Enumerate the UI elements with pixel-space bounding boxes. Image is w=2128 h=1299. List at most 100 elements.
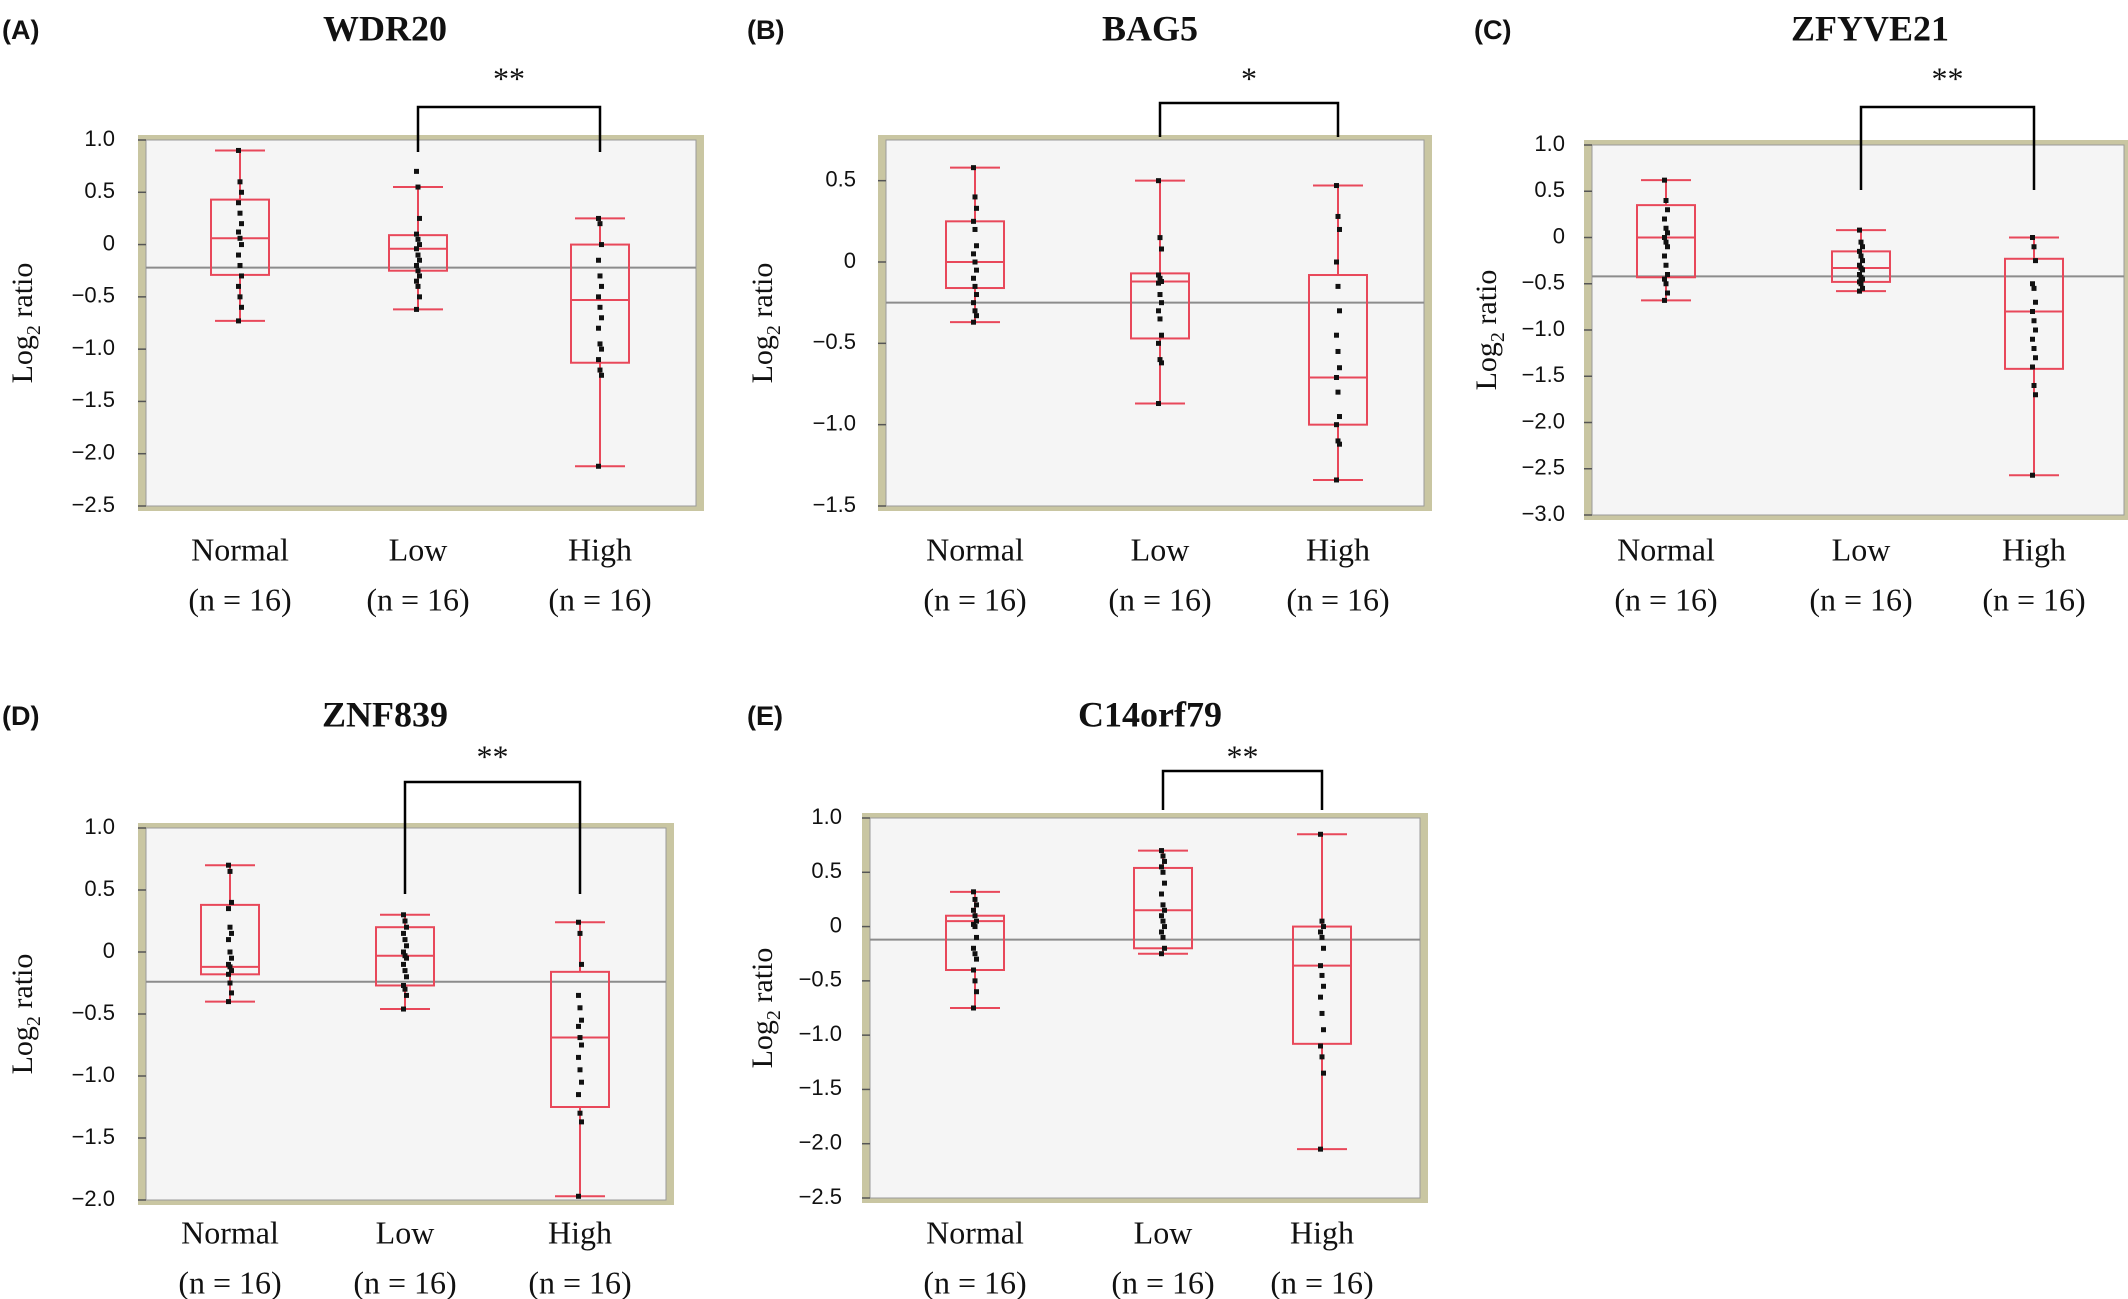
- data-point: [2033, 355, 2038, 361]
- box-normal: [200, 862, 260, 1005]
- x-category-n: (n = 16): [188, 581, 291, 617]
- data-point: [401, 930, 406, 936]
- data-point: [1860, 267, 1865, 273]
- data-point: [1334, 374, 1339, 380]
- significance-bracket: [1859, 105, 2036, 190]
- box-high: [2004, 235, 2064, 478]
- data-point: [417, 257, 422, 263]
- data-point: [1157, 357, 1163, 363]
- data-point: [1337, 226, 1342, 232]
- x-category-n: (n = 16): [923, 581, 1026, 617]
- y-axis-label: Log2 ratio: [746, 263, 785, 384]
- data-point: [599, 283, 604, 289]
- y-tick-label: −1.0: [813, 410, 856, 435]
- data-point: [599, 315, 604, 321]
- data-point: [972, 951, 978, 957]
- data-point: [974, 989, 979, 995]
- x-category-label: Normal: [926, 531, 1024, 567]
- data-point: [1337, 365, 1342, 371]
- data-point: [1663, 239, 1669, 245]
- data-point: [1858, 281, 1864, 287]
- data-point: [1335, 213, 1341, 219]
- box-iqr: [550, 970, 610, 1109]
- data-point: [579, 1079, 584, 1085]
- chart-title: ZNF839: [322, 694, 448, 734]
- x-category-label: Normal: [926, 1214, 1024, 1250]
- data-point: [227, 868, 233, 874]
- data-point: [2031, 318, 2037, 324]
- data-point: [226, 937, 231, 943]
- box-low: [1133, 848, 1193, 957]
- y-tick-label: 1.0: [811, 804, 842, 829]
- data-point: [2030, 235, 2035, 240]
- data-point: [404, 992, 409, 998]
- data-point: [1159, 300, 1164, 306]
- data-point: [1159, 360, 1164, 366]
- x-category-n: (n = 16): [1111, 1264, 1214, 1299]
- data-point: [1318, 929, 1323, 935]
- data-point: [1857, 248, 1862, 254]
- data-point: [415, 236, 421, 242]
- data-point: [974, 313, 979, 319]
- data-point: [2033, 299, 2038, 305]
- data-point: [1160, 918, 1166, 924]
- data-point: [1663, 225, 1669, 231]
- data-point: [1665, 207, 1670, 213]
- x-category-label: High: [548, 1214, 612, 1250]
- data-point: [596, 357, 601, 363]
- data-point: [1334, 477, 1339, 483]
- x-category-n: (n = 16): [178, 1264, 281, 1299]
- data-point: [239, 273, 244, 279]
- box-normal: [210, 147, 270, 324]
- data-point: [226, 862, 231, 868]
- data-point: [596, 257, 601, 263]
- x-category-n: (n = 16): [1982, 581, 2085, 617]
- data-point: [1162, 880, 1167, 886]
- x-category-n: (n = 16): [548, 581, 651, 617]
- data-point: [1159, 864, 1164, 870]
- data-point: [972, 913, 978, 919]
- x-category-label: High: [1306, 531, 1370, 567]
- y-axis-label: Log2 ratio: [6, 954, 45, 1075]
- x-category-label: Normal: [181, 1214, 279, 1250]
- y-tick-label: 0.5: [84, 876, 115, 901]
- data-point: [1860, 285, 1865, 291]
- data-point: [1665, 290, 1670, 296]
- plot-area: [145, 139, 697, 507]
- data-point: [1662, 177, 1667, 183]
- data-point: [1662, 235, 1667, 240]
- significance-label: **: [1932, 60, 1964, 96]
- data-point: [227, 964, 233, 970]
- chart-title: ZFYVE21: [1791, 8, 1949, 48]
- data-point: [1663, 281, 1669, 287]
- data-point: [1335, 283, 1341, 289]
- significance-label: **: [1227, 738, 1259, 774]
- data-point: [227, 924, 233, 930]
- data-point: [401, 982, 406, 988]
- chart-title: BAG5: [1102, 8, 1198, 48]
- data-point: [597, 367, 603, 373]
- data-point: [596, 215, 601, 221]
- data-point: [2033, 327, 2038, 333]
- y-tick-label: 1.0: [84, 126, 115, 151]
- data-point: [971, 1005, 976, 1011]
- data-point: [1159, 279, 1164, 285]
- significance-bracket: [416, 105, 602, 152]
- data-point: [414, 278, 419, 284]
- y-tick-label: −1.5: [799, 1075, 842, 1100]
- box-low: [388, 168, 448, 312]
- data-point: [579, 961, 584, 967]
- data-point: [226, 999, 231, 1005]
- data-point: [972, 924, 978, 930]
- data-point: [227, 980, 233, 986]
- box-high: [570, 215, 630, 469]
- data-point: [2030, 281, 2035, 287]
- data-point: [1160, 902, 1166, 908]
- x-category-label: Low: [1134, 1214, 1193, 1250]
- panel-e: (E) C14orf79 1.0 0.5 0 −0.5 −1.0 −1.5 −2.0 −2.5 Lo…: [746, 694, 1428, 1299]
- data-point: [971, 945, 976, 951]
- data-point: [1858, 239, 1864, 245]
- data-point: [404, 955, 409, 961]
- data-point: [1321, 924, 1326, 930]
